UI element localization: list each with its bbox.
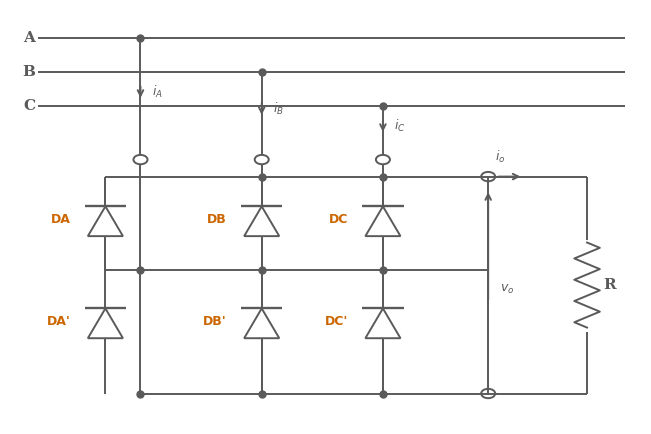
Text: $i_B$: $i_B$ bbox=[273, 101, 284, 117]
Text: DC: DC bbox=[329, 213, 348, 226]
Polygon shape bbox=[365, 207, 400, 236]
Text: $v_o$: $v_o$ bbox=[500, 283, 514, 296]
Polygon shape bbox=[244, 207, 279, 236]
Polygon shape bbox=[88, 207, 123, 236]
Polygon shape bbox=[88, 309, 123, 338]
Text: R: R bbox=[603, 278, 616, 292]
Text: A: A bbox=[23, 31, 35, 46]
Text: $i_C$: $i_C$ bbox=[395, 118, 406, 134]
Text: DA': DA' bbox=[46, 315, 70, 328]
Text: B: B bbox=[22, 66, 35, 79]
Text: DB': DB' bbox=[203, 315, 227, 328]
Polygon shape bbox=[244, 309, 279, 338]
Text: DA: DA bbox=[50, 213, 70, 226]
Text: DB: DB bbox=[207, 213, 227, 226]
Text: C: C bbox=[23, 99, 35, 113]
Text: DC': DC' bbox=[324, 315, 348, 328]
Text: $i_A$: $i_A$ bbox=[152, 84, 163, 100]
Polygon shape bbox=[365, 309, 400, 338]
Text: $i_o$: $i_o$ bbox=[495, 148, 505, 164]
